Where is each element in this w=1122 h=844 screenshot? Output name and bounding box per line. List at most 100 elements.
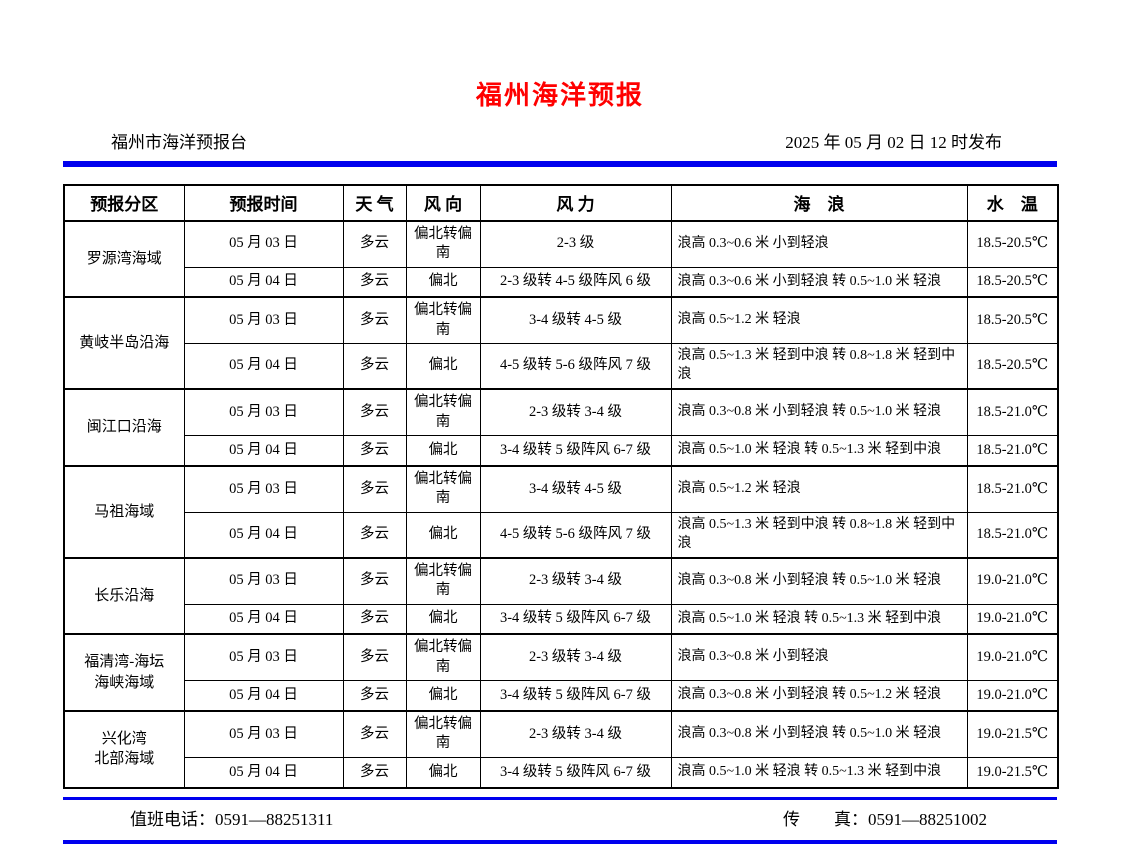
weather-cell: 多云 [342,757,407,789]
waves-cell: 浪高 0.5~1.0 米 轻浪 转 0.5~1.3 米 轻到中浪 [670,603,968,635]
weather-cell: 多云 [342,343,407,390]
date-cell: 05 月 03 日 [183,709,344,759]
wind-direction-cell: 偏北 [405,680,481,712]
table-row: 05 月 04 日多云 偏北 4-5 级转 5-6 级阵风 7 级浪高 0.5~1.… [64,511,1059,559]
waves-cell: 浪高 0.3~0.8 米 小到轻浪 [670,633,968,682]
date-cell: 05 月 03 日 [183,388,344,437]
weather-cell: 多云 [342,464,407,513]
water-temp-cell: 19.0-21.0℃ [966,633,1059,682]
water-temp-cell: 18.5-21.0℃ [966,435,1059,467]
footer-text: 值班电话：0591—88251311 传 真：0591—88251002 [63,800,1057,840]
table-row: 05 月 04 日多云 偏北 3-4 级转 5 级阵风 6-7 级浪高 0.5~1.… [64,435,1059,467]
table-row: 05 月 04 日多云 偏北 3-4 级转 5 级阵风 6-7 级浪高 0.5~1.… [64,757,1059,789]
wind-force-cell: 2-3 级转 3-4 级 [479,709,672,759]
forecast-table: 预报分区 预报时间天 气风 向风 力海 浪水 温 罗源湾海域 05 月 03 日多云… [63,183,1059,789]
footer-divider-bottom [63,839,1057,844]
weather-cell: 多云 [342,219,407,268]
wind-direction-cell: 偏北转偏南 [405,633,481,682]
weather-cell: 多云 [342,388,407,437]
column-header: 风 向 [405,184,481,222]
weather-cell: 多云 [342,266,407,298]
wind-direction-cell: 偏北 [405,343,481,390]
water-temp-cell: 18.5-21.0℃ [966,511,1059,559]
wind-force-cell: 2-3 级转 3-4 级 [479,388,672,437]
column-header: 预报分区 [63,184,185,222]
wind-direction-cell: 偏北转偏南 [405,388,481,437]
water-temp-cell: 18.5-20.5℃ [966,219,1059,268]
table-row: 05 月 04 日多云 偏北 3-4 级转 5 级阵风 6-7 级浪高 0.3~0.… [64,680,1059,712]
duty-phone: 值班电话：0591—88251311 [130,809,334,829]
table-row: 马祖海域 05 月 03 日多云 偏北转偏南 3-4 级转 4-5 级浪高 0.5~1… [63,464,1059,559]
date-cell: 05 月 03 日 [183,296,344,345]
wind-force-cell: 2-3 级转 3-4 级 [479,556,672,605]
weather-cell: 多云 [342,680,407,712]
wind-force-cell: 3-4 级转 4-5 级 [479,296,672,345]
weather-cell: 多云 [342,435,407,467]
weather-cell: 多云 [342,556,407,605]
weather-cell: 多云 [342,709,407,759]
wind-direction-cell: 偏北 [405,435,481,467]
wind-force-cell: 4-5 级转 5-6 级阵风 7 级 [479,511,672,559]
date-cell: 05 月 04 日 [183,266,344,298]
table-row: 福清湾-海坛 海峡海域 05 月 03 日多云 偏北转偏南 2-3 级转 3-4 级浪… [63,633,1059,712]
header-divider [63,160,1057,167]
date-cell: 05 月 04 日 [183,757,344,789]
date-cell: 05 月 04 日 [183,603,344,635]
wind-direction-cell: 偏北转偏南 [405,219,481,268]
column-header: 海 浪 [670,184,968,222]
waves-cell: 浪高 0.5~1.0 米 轻浪 转 0.5~1.3 米 轻到中浪 [670,435,968,467]
wind-direction-cell: 偏北转偏南 [405,709,481,759]
date-cell: 05 月 04 日 [183,343,344,390]
issue-datetime: 2025 年 05 月 02 日 12 时发布 [785,132,1002,152]
water-temp-cell: 19.0-21.5℃ [966,709,1059,759]
column-header: 水 温 [966,184,1059,222]
wind-force-cell: 2-3 级转 4-5 级阵风 6 级 [479,266,672,298]
table-row: 长乐沿海 05 月 03 日多云 偏北转偏南 2-3 级转 3-4 级浪高 0.3~0… [63,556,1059,635]
table-row: 罗源湾海域 05 月 03 日多云 偏北转偏南 2-3 级浪高 0.3~0.6 米 小… [63,219,1059,298]
wind-direction-cell: 偏北 [405,757,481,789]
waves-cell: 浪高 0.3~0.8 米 小到轻浪 转 0.5~1.0 米 轻浪 [670,388,968,437]
area-cell: 闽江口沿海 [63,388,185,467]
table-body: 罗源湾海域 05 月 03 日多云 偏北转偏南 2-3 级浪高 0.3~0.6 米 小… [63,219,1059,789]
date-cell: 05 月 03 日 [183,633,344,682]
wind-force-cell: 2-3 级 [479,219,672,268]
wind-force-cell: 4-5 级转 5-6 级阵风 7 级 [479,343,672,390]
table-row: 05 月 04 日多云 偏北 3-4 级转 5 级阵风 6-7 级浪高 0.5~1.… [64,603,1059,635]
wind-direction-cell: 偏北 [405,603,481,635]
water-temp-cell: 19.0-21.0℃ [966,680,1059,712]
area-cell: 黄岐半岛沿海 [63,296,185,390]
table-header-row: 预报分区 预报时间天 气风 向风 力海 浪水 温 [63,184,1059,222]
water-temp-cell: 18.5-20.5℃ [966,266,1059,298]
wind-force-cell: 3-4 级转 4-5 级 [479,464,672,513]
column-header: 风 力 [479,184,672,222]
area-cell: 兴化湾 北部海域 [63,709,185,789]
wind-direction-cell: 偏北 [405,511,481,559]
area-cell: 福清湾-海坛 海峡海域 [63,633,185,712]
table-row: 闽江口沿海 05 月 03 日多云 偏北转偏南 2-3 级转 3-4 级浪高 0.3~… [63,388,1059,467]
date-cell: 05 月 04 日 [183,511,344,559]
agency-name: 福州市海洋预报台 [111,132,247,152]
wind-direction-cell: 偏北转偏南 [405,296,481,345]
waves-cell: 浪高 0.5~1.3 米 轻到中浪 转 0.8~1.8 米 轻到中浪 [670,343,968,390]
wind-force-cell: 3-4 级转 5 级阵风 6-7 级 [479,680,672,712]
waves-cell: 浪高 0.3~0.6 米 小到轻浪 [670,219,968,268]
weather-cell: 多云 [342,603,407,635]
water-temp-cell: 19.0-21.0℃ [966,556,1059,605]
date-cell: 05 月 04 日 [183,680,344,712]
column-header: 预报时间 [183,184,344,222]
water-temp-cell: 19.0-21.5℃ [966,757,1059,789]
subheader: 福州市海洋预报台 2025 年 05 月 02 日 12 时发布 [63,132,1057,154]
fax-number: 传 真：0591—88251002 [783,809,987,829]
weather-cell: 多云 [342,633,407,682]
table-row: 05 月 04 日多云 偏北 2-3 级转 4-5 级阵风 6 级浪高 0.3~0.… [64,266,1059,298]
waves-cell: 浪高 0.3~0.8 米 小到轻浪 转 0.5~1.2 米 轻浪 [670,680,968,712]
water-temp-cell: 19.0-21.0℃ [966,603,1059,635]
document-page: 福州海洋预报 福州市海洋预报台 2025 年 05 月 02 日 12 时发布 … [63,0,1059,844]
waves-cell: 浪高 0.5~1.3 米 轻到中浪 转 0.8~1.8 米 轻到中浪 [670,511,968,559]
date-cell: 05 月 03 日 [183,556,344,605]
waves-cell: 浪高 0.3~0.8 米 小到轻浪 转 0.5~1.0 米 轻浪 [670,709,968,759]
wind-direction-cell: 偏北转偏南 [405,556,481,605]
area-cell: 长乐沿海 [63,556,185,635]
wind-direction-cell: 偏北 [405,266,481,298]
waves-cell: 浪高 0.5~1.2 米 轻浪 [670,464,968,513]
